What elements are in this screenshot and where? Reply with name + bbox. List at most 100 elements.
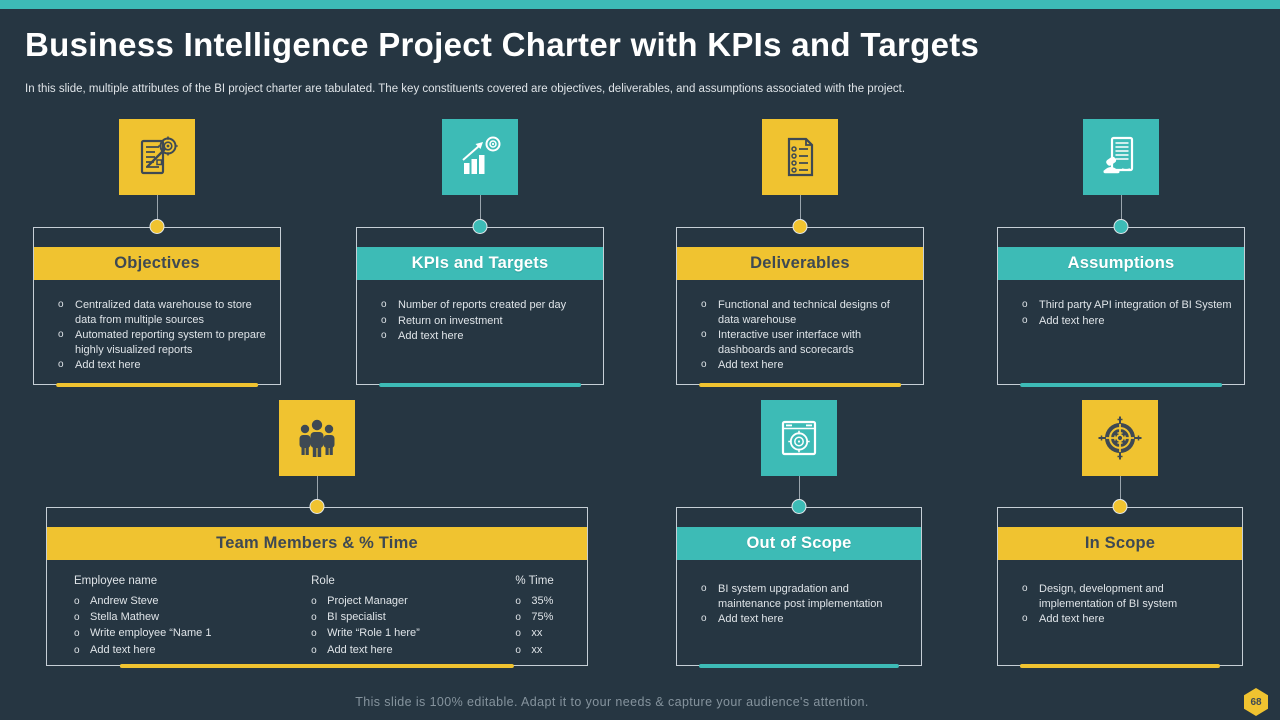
bullet-marker: o (74, 596, 80, 607)
bullet-marker: o (1022, 583, 1028, 594)
card-title-text: Assumptions (1067, 254, 1175, 272)
bullet-text: Write “Role 1 here” (327, 627, 420, 640)
card-title-text: Out of Scope (746, 534, 852, 552)
assumptions-bullet-list: o Third party API integration of BI Syste… (998, 298, 1244, 328)
bullet-text: Third party API integration of BI System (1039, 299, 1232, 311)
bullet-text: Andrew Steve (90, 595, 159, 607)
bullet-marker: o (58, 329, 64, 341)
connector-dot (791, 499, 807, 514)
bullet-text: Add text here (1039, 314, 1105, 327)
card-title-text: Deliverables (750, 254, 850, 272)
kpis-card-title: KPIs and Targets (357, 247, 603, 280)
deliverables-card: Deliverables o Functional and technical d… (676, 219, 924, 387)
target-crosshair-icon (1098, 416, 1142, 460)
team-group-icon (299, 419, 335, 457)
bullet-marker: o (1022, 613, 1028, 625)
bullet-marker: o (1022, 314, 1028, 326)
bullet-item: o Return on investment (357, 314, 603, 329)
connector-dot (472, 219, 488, 234)
connector-dot (309, 499, 325, 514)
bullet-text: Add text here (75, 359, 141, 372)
bullet-item: o Project Manager (284, 594, 488, 609)
kpis-bullet-list: o Number of reports created per day o Retur… (357, 298, 603, 344)
deliverables-bullet-list: o Functional and technical designs of dat… (677, 298, 923, 373)
bullet-marker: o (381, 330, 387, 342)
bullet-marker: o (381, 314, 387, 326)
bullet-text: Write employee “Name 1 (90, 627, 212, 640)
bullet-text: Interactive user interface with dashboar… (718, 329, 862, 356)
card-accent-underline (699, 383, 901, 387)
card-accent-underline (379, 383, 581, 387)
assumptions-card: Assumptions o Third party API integration… (997, 219, 1245, 387)
bullet-text: BI system upgradation and maintenance po… (718, 583, 883, 610)
deliverables-card-title: Deliverables (677, 247, 923, 280)
stamped-document-icon (1103, 136, 1134, 174)
bullet-text: Functional and technical designs of data… (718, 299, 890, 326)
bullet-text: 75% (531, 611, 554, 624)
assumptions-card-title: Assumptions (998, 247, 1244, 280)
connector-dot (1113, 219, 1129, 234)
bullet-item: o Add text here (677, 612, 921, 627)
bullet-item: o Add text here (998, 612, 1242, 627)
time-header: % Time (515, 575, 554, 587)
bullet-item: o xx (488, 626, 587, 641)
bullet-text: xx (531, 643, 543, 656)
card-title-text: KPIs and Targets (411, 254, 549, 272)
bullet-marker: o (74, 644, 80, 656)
bullet-text: BI specialist (327, 611, 386, 624)
kpis-card: KPIs and Targets o Number of reports crea… (356, 219, 604, 387)
clipboard-target-icon (140, 136, 178, 175)
bullet-text: Add text here (718, 359, 784, 372)
bullet-marker: o (311, 596, 317, 607)
bullet-marker: o (515, 596, 521, 607)
in-scope-section: In Scope o Design, development and implem… (997, 400, 1243, 668)
objectives-section: Objectives o Centralized data warehouse t… (33, 119, 281, 387)
bullet-item: o xx (488, 643, 587, 658)
bullet-marker: o (311, 644, 317, 656)
out-of-scope-section: Out of Scope o BI system upgradation and … (676, 400, 922, 668)
top-accent-bar (0, 0, 1280, 9)
bullet-marker: o (58, 359, 64, 371)
bullet-item: o Add text here (677, 358, 923, 373)
bullet-marker: o (58, 299, 64, 310)
bullet-item: o Third party API integration of BI Syste… (998, 298, 1244, 313)
page-number: 68 (1250, 696, 1262, 708)
growth-chart-target-icon (462, 136, 501, 174)
bullet-item: o Functional and technical designs of dat… (677, 298, 923, 327)
connector-line (156, 195, 158, 227)
out-of-scope-icon-box (761, 400, 837, 476)
bullet-text: Add text here (718, 613, 784, 626)
page-title: Business Intelligence Project Charter wi… (25, 26, 980, 63)
card-title-text: Objectives (114, 254, 200, 272)
employee-name-list: o Andrew Steve o Stella Mathew o Write employ… (47, 594, 284, 659)
bullet-item: o BI specialist (284, 610, 488, 625)
bullet-marker: o (701, 299, 707, 310)
bullet-item: o Interactive user interface with dashboa… (677, 328, 923, 357)
objectives-card-title: Objectives (34, 247, 280, 280)
team-card-title: Team Members & % Time (47, 527, 587, 560)
bullet-marker: o (1022, 299, 1028, 310)
bullet-text: Centralized data warehouse to store data… (75, 299, 252, 326)
checklist-document-icon (787, 137, 814, 177)
bullet-item: o Andrew Steve (47, 594, 284, 609)
bullet-text: 35% (531, 595, 554, 607)
bullet-item: o 35% (488, 594, 587, 609)
bullet-marker: o (381, 299, 387, 310)
in-scope-card-title: In Scope (998, 527, 1242, 560)
card-accent-underline (1019, 664, 1221, 668)
objectives-icon-box (119, 119, 195, 195)
in-scope-icon-box (1082, 400, 1158, 476)
bullet-marker: o (515, 644, 521, 656)
card-title-text: Team Members & % Time (216, 534, 418, 552)
page-subtitle: In this slide, multiple attributes of th… (25, 83, 906, 95)
bullet-marker: o (701, 329, 707, 341)
connector-line (1119, 476, 1121, 507)
connector-line (799, 195, 801, 227)
time-list: o 35% o 75% o xx o xx (488, 594, 587, 659)
employee-name-header: Employee name (74, 575, 158, 587)
connector-line (316, 476, 318, 507)
card-accent-underline (119, 664, 515, 668)
bullet-item: o Write employee “Name 1 (47, 626, 284, 641)
bullet-text: Project Manager (327, 595, 408, 607)
